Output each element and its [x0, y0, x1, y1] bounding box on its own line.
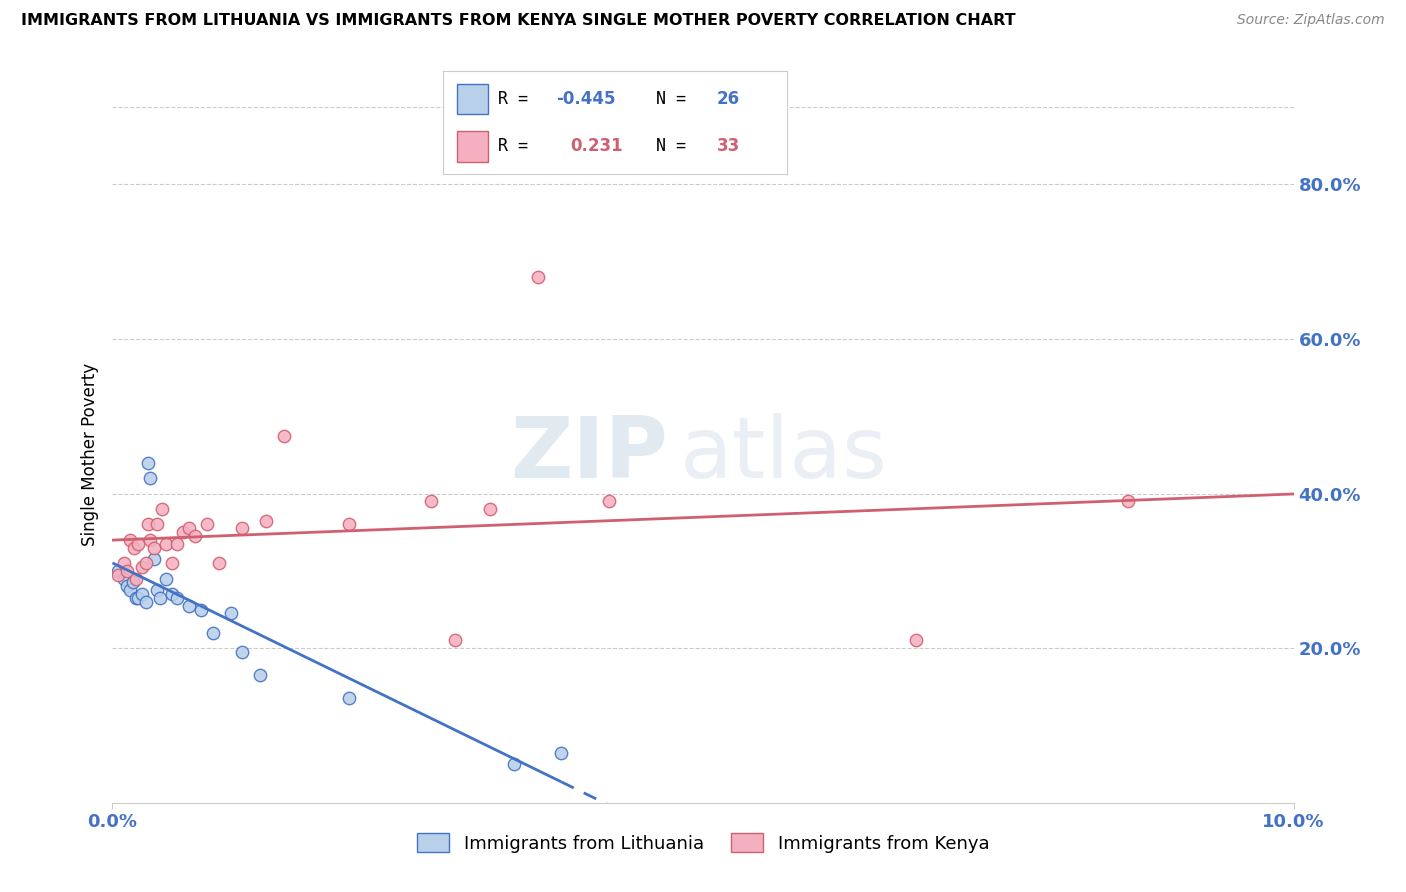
Point: [254, 514, 277, 528]
Point: [160, 587, 183, 601]
Text: atlas: atlas: [679, 413, 887, 497]
Point: [231, 645, 253, 659]
Point: [120, 533, 142, 547]
Point: [479, 502, 502, 516]
Bar: [457, 84, 488, 114]
Point: [115, 564, 138, 578]
Point: [155, 537, 177, 551]
Point: [146, 583, 169, 598]
Point: [136, 456, 159, 470]
Point: [166, 537, 188, 551]
Point: [135, 556, 157, 570]
Point: [146, 517, 169, 532]
Legend: Immigrants from Lithuania, Immigrants from Kenya: Immigrants from Lithuania, Immigrants fr…: [409, 825, 997, 860]
Text: IMMIGRANTS FROM LITHUANIA VS IMMIGRANTS FROM KENYA SINGLE MOTHER POVERTY CORRELA: IMMIGRANTS FROM LITHUANIA VS IMMIGRANTS …: [21, 13, 1015, 29]
Point: [142, 541, 165, 555]
Point: [155, 572, 177, 586]
Point: [172, 525, 194, 540]
Point: [201, 625, 224, 640]
Text: 26: 26: [717, 89, 740, 108]
Point: [139, 471, 162, 485]
Point: [125, 572, 148, 586]
Point: [131, 560, 153, 574]
Point: [127, 591, 149, 605]
Point: [139, 533, 162, 547]
Point: [112, 556, 135, 570]
Point: [166, 591, 188, 605]
Point: [127, 537, 149, 551]
Point: [219, 607, 242, 621]
Point: [107, 564, 129, 578]
Point: [337, 517, 360, 532]
Point: [160, 556, 183, 570]
Point: [125, 591, 148, 605]
Y-axis label: Single Mother Poverty: Single Mother Poverty: [80, 363, 98, 547]
Point: [121, 575, 143, 590]
Point: [1116, 494, 1139, 508]
Text: N =: N =: [657, 89, 696, 108]
Point: [195, 517, 218, 532]
Point: [179, 521, 201, 535]
Text: 0.231: 0.231: [571, 137, 623, 155]
Bar: [457, 131, 488, 161]
Point: [184, 529, 207, 543]
Text: ZIP: ZIP: [510, 413, 668, 497]
Point: [420, 494, 443, 508]
Point: [142, 552, 165, 566]
Point: [135, 595, 157, 609]
Point: [150, 502, 173, 516]
Point: [115, 579, 138, 593]
Point: [550, 746, 572, 760]
Point: [249, 668, 271, 682]
Point: [136, 517, 159, 532]
Point: [112, 572, 135, 586]
Text: 33: 33: [717, 137, 740, 155]
Text: N =: N =: [657, 137, 696, 155]
Point: [598, 494, 620, 508]
Text: Source: ZipAtlas.com: Source: ZipAtlas.com: [1237, 13, 1385, 28]
Text: -0.445: -0.445: [557, 89, 616, 108]
Point: [107, 567, 129, 582]
Point: [179, 599, 201, 613]
Point: [208, 556, 231, 570]
Point: [526, 270, 548, 285]
Point: [444, 633, 467, 648]
Point: [149, 591, 172, 605]
Point: [904, 633, 927, 648]
Point: [131, 587, 153, 601]
Point: [120, 583, 142, 598]
Point: [337, 691, 360, 706]
Point: [503, 757, 526, 772]
Text: R =: R =: [498, 89, 538, 108]
Point: [273, 428, 295, 442]
Point: [231, 521, 253, 535]
Point: [122, 541, 145, 555]
Text: R =: R =: [498, 137, 538, 155]
Point: [190, 602, 212, 616]
